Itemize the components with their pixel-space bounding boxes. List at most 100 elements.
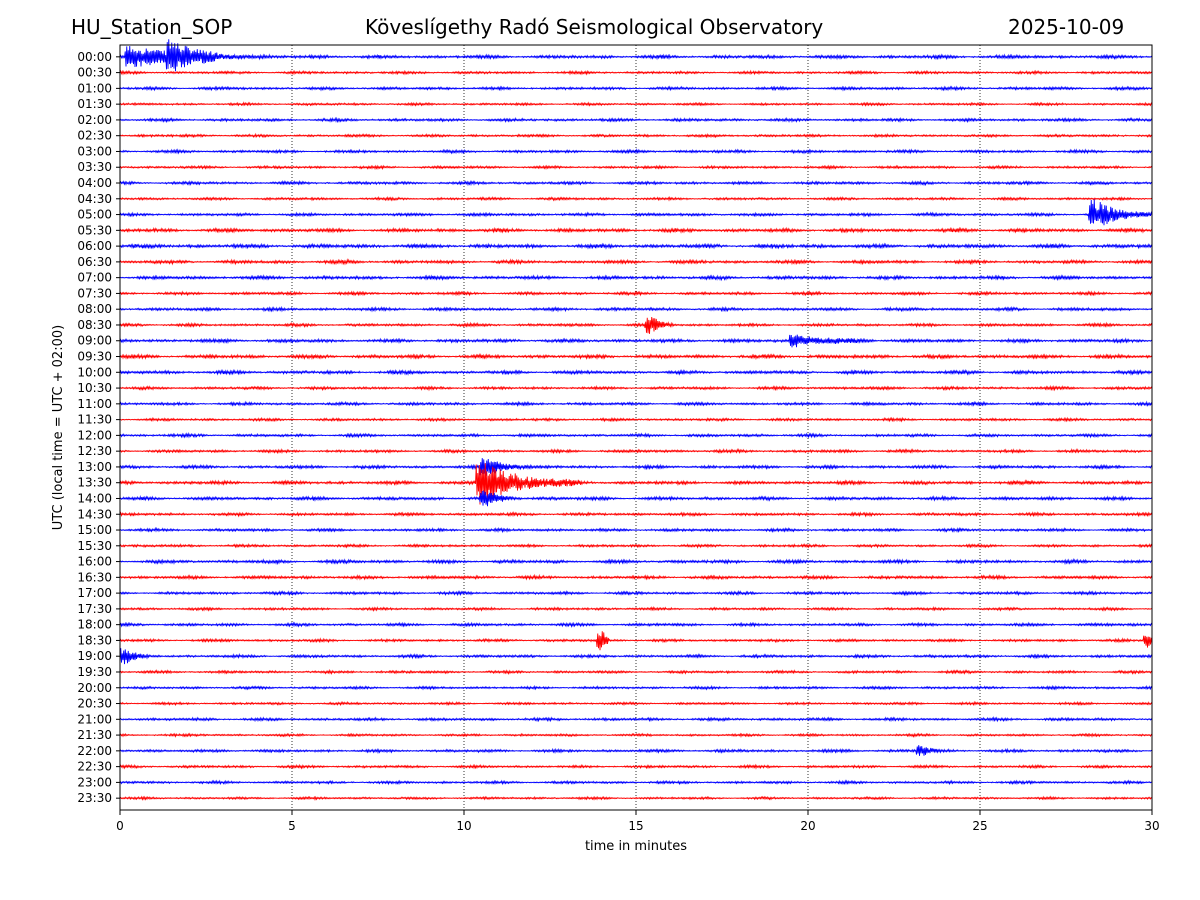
y-tick-label: 16:00 (77, 555, 112, 569)
trace-line (119, 69, 1153, 76)
y-tick-label: 18:30 (77, 633, 112, 647)
trace-line (119, 258, 1153, 266)
y-tick-label: 15:00 (77, 523, 112, 537)
trace-line (119, 732, 1153, 738)
y-tick-label: 11:00 (77, 397, 112, 411)
trace-line (119, 463, 1153, 505)
y-tick-label: 01:00 (77, 81, 112, 95)
trace-line (119, 605, 1153, 612)
y-tick-label: 15:30 (77, 539, 112, 553)
y-tick-label: 10:00 (77, 365, 112, 379)
trace-line (119, 199, 1153, 226)
y-tick-label: 06:30 (77, 255, 112, 269)
trace-line (119, 590, 1153, 597)
trace-line (119, 179, 1153, 187)
trace-line (119, 795, 1153, 802)
y-tick-label: 23:30 (77, 791, 112, 805)
trace-line (119, 511, 1153, 518)
y-tick-label: 00:00 (77, 50, 112, 64)
trace-line (119, 164, 1153, 171)
y-tick-label: 06:00 (77, 239, 112, 253)
trace-line (119, 384, 1153, 392)
x-tick-label: 15 (628, 819, 643, 833)
y-tick-label: 04:00 (77, 176, 112, 190)
trace-line (119, 352, 1153, 361)
y-tick-label: 09:00 (77, 334, 112, 348)
y-tick-label: 02:00 (77, 113, 112, 127)
trace-line (119, 542, 1153, 549)
x-tick-label: 25 (972, 819, 987, 833)
trace-line (119, 716, 1153, 723)
observatory-title: Köveslígethy Radó Seismological Observat… (365, 15, 824, 39)
y-tick-label: 20:00 (77, 681, 112, 695)
y-tick-label: 23:00 (77, 775, 112, 789)
y-tick-label: 08:00 (77, 302, 112, 316)
trace-line (119, 116, 1153, 124)
record-date: 2025-10-09 (1008, 15, 1125, 39)
y-tick-label: 14:00 (77, 491, 112, 505)
trace-line (119, 458, 1153, 476)
y-tick-label: 07:30 (77, 286, 112, 300)
trace-line (119, 490, 1153, 507)
trace-line (119, 39, 1153, 72)
y-tick-label: 10:30 (77, 381, 112, 395)
trace-line (119, 317, 1153, 334)
y-tick-label: 22:30 (77, 760, 112, 774)
y-tick-label: 14:30 (77, 507, 112, 521)
y-axis-label: UTC (local time = UTC + 02:00) (51, 325, 66, 530)
y-tick-label: 21:30 (77, 728, 112, 742)
trace-line (119, 148, 1153, 155)
trace-line (119, 368, 1153, 376)
trace-line (119, 557, 1153, 566)
y-tick-label: 13:00 (77, 460, 112, 474)
y-tick-label: 19:00 (77, 649, 112, 663)
trace-line (119, 631, 1153, 651)
trace-line (119, 431, 1153, 439)
x-tick-label: 20 (800, 819, 815, 833)
trace-line (119, 700, 1153, 707)
trace-line (119, 400, 1153, 408)
trace-line (119, 274, 1153, 282)
trace-line (119, 573, 1153, 581)
trace-line (119, 132, 1153, 139)
trace-line (119, 648, 1153, 665)
y-tick-label: 22:00 (77, 744, 112, 758)
y-tick-label: 13:30 (77, 476, 112, 490)
trace-line (119, 684, 1153, 691)
trace-line (119, 779, 1153, 786)
trace-line (119, 763, 1153, 770)
y-tick-label: 12:00 (77, 428, 112, 442)
y-tick-label: 08:30 (77, 318, 112, 332)
y-tick-label: 21:00 (77, 712, 112, 726)
trace-line (119, 416, 1153, 423)
y-tick-label: 05:30 (77, 223, 112, 237)
trace-line (119, 334, 1153, 348)
trace-line (119, 290, 1153, 297)
trace-line (119, 305, 1153, 313)
station-name: HU_Station_SOP (71, 15, 233, 39)
y-tick-label: 05:00 (77, 208, 112, 222)
y-tick-label: 11:30 (77, 413, 112, 427)
y-tick-label: 17:00 (77, 586, 112, 600)
trace-line (119, 745, 1153, 756)
x-tick-label: 5 (288, 819, 296, 833)
trace-line (119, 101, 1153, 107)
trace-line (119, 526, 1153, 534)
y-tick-label: 02:30 (77, 129, 112, 143)
y-tick-label: 04:30 (77, 192, 112, 206)
trace-line (119, 621, 1153, 629)
y-tick-label: 09:30 (77, 350, 112, 364)
trace-line (119, 195, 1153, 202)
trace-line (119, 242, 1153, 250)
y-tick-label: 12:30 (77, 444, 112, 458)
y-tick-label: 07:00 (77, 271, 112, 285)
y-tick-label: 03:00 (77, 144, 112, 158)
y-tick-label: 00:30 (77, 66, 112, 80)
y-tick-label: 19:30 (77, 665, 112, 679)
y-tick-label: 01:30 (77, 97, 112, 111)
y-tick-label: 16:30 (77, 570, 112, 584)
x-tick-label: 0 (116, 819, 124, 833)
y-tick-label: 03:30 (77, 160, 112, 174)
